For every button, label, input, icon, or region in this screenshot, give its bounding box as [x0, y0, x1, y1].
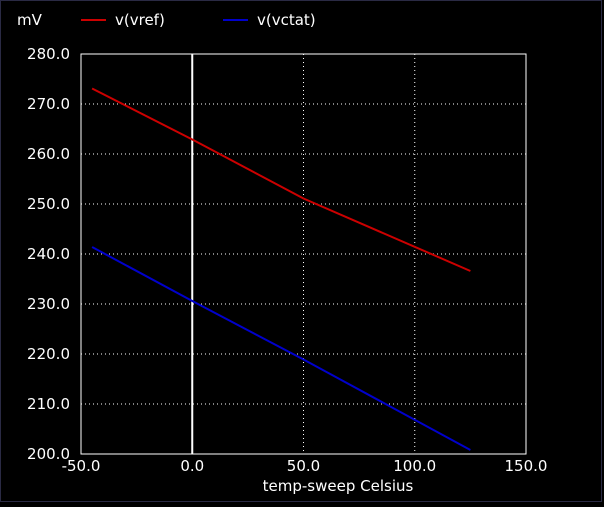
y-tick-label: 260.0 [27, 145, 70, 163]
x-axis-label: temp-sweep Celsius [263, 477, 414, 495]
y-tick-label: 230.0 [27, 295, 70, 313]
legend: v(vref) v(vctat) [81, 11, 316, 29]
x-tick-label: 0.0 [180, 457, 204, 475]
y-tick-label: 270.0 [27, 95, 70, 113]
x-tick-label: 50.0 [287, 457, 320, 475]
legend-label-2: v(vctat) [257, 11, 316, 29]
y-unit-label: mV [17, 11, 43, 29]
y-axis-ticks: 200.0 210.0 220.0 230.0 240.0 250.0 260.0 270.0… [27, 45, 70, 463]
legend-label-1: v(vref) [115, 11, 165, 29]
x-tick-label: 100.0 [393, 457, 436, 475]
plot-area-border [80, 53, 527, 455]
y-tick-label: 280.0 [27, 45, 70, 63]
y-tick-label: 220.0 [27, 345, 70, 363]
y-tick-label: 240.0 [27, 245, 70, 263]
y-tick-label: 200.0 [27, 445, 70, 463]
x-tick-label: -50.0 [62, 457, 101, 475]
y-tick-label: 210.0 [27, 395, 70, 413]
series-line-1 [91, 87, 471, 272]
x-tick-label: 150.0 [505, 457, 548, 475]
y-tick-label: 250.0 [27, 195, 70, 213]
grid [81, 54, 526, 454]
series-lines [91, 87, 471, 451]
x-axis-ticks: -50.0 0.0 50.0 100.0 150.0 [62, 457, 548, 475]
series-line-2 [91, 246, 471, 451]
